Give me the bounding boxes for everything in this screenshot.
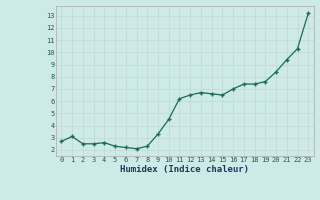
X-axis label: Humidex (Indice chaleur): Humidex (Indice chaleur) [120,165,249,174]
